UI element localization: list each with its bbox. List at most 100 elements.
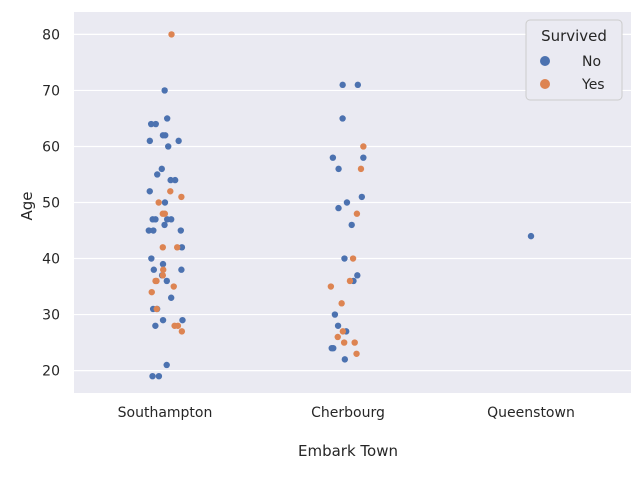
data-point-no: [339, 81, 346, 89]
data-point-no: [339, 115, 346, 122]
data-point-yes: [357, 165, 365, 173]
data-point-no: [179, 316, 186, 324]
data-point-no: [158, 165, 165, 173]
data-point-yes: [334, 333, 341, 341]
data-point-no: [146, 137, 154, 145]
data-point-no: [163, 361, 170, 369]
y-tick-labels: 20 30 40 50 60 70 80: [42, 27, 60, 379]
data-point-yes: [173, 244, 181, 251]
data-point-yes: [170, 283, 177, 290]
data-point-yes: [327, 283, 335, 290]
legend-label-yes: Yes: [581, 77, 605, 93]
data-point-yes: [353, 210, 361, 217]
data-point-no: [150, 266, 158, 273]
data-point-no: [335, 165, 342, 173]
legend-marker-yes: [540, 79, 550, 89]
data-point-no: [334, 322, 342, 329]
data-point-no: [329, 154, 337, 161]
data-point-no: [163, 277, 171, 285]
data-point-no: [155, 372, 163, 380]
data-point-yes: [159, 272, 167, 279]
legend-box: [525, 19, 623, 101]
data-point-no: [167, 294, 175, 301]
data-point-yes: [168, 31, 175, 38]
data-point-no: [331, 311, 339, 318]
data-point-yes: [338, 300, 345, 307]
legend-marker-no: [540, 56, 550, 66]
data-point-no: [348, 221, 355, 229]
data-point-no: [354, 81, 362, 89]
data-point-yes: [339, 328, 347, 335]
data-point-no: [159, 260, 167, 268]
data-point-no: [171, 176, 179, 184]
data-point-no: [165, 143, 172, 150]
data-point-no: [149, 216, 156, 223]
data-point-yes: [178, 193, 185, 201]
y-axis-label: Age: [18, 191, 36, 220]
data-point-no: [152, 120, 159, 128]
data-point-yes: [346, 277, 354, 285]
y-tick-label: 60: [42, 139, 60, 155]
data-point-no: [341, 255, 348, 262]
data-point-no: [527, 232, 535, 240]
y-tick-label: 40: [42, 252, 60, 268]
data-point-no: [358, 193, 366, 201]
x-axis-label: Embark Town: [298, 442, 398, 460]
y-tick-label: 70: [42, 83, 60, 99]
data-point-no: [149, 372, 156, 380]
data-points: [145, 31, 535, 380]
data-point-no: [145, 227, 153, 234]
data-point-no: [163, 216, 171, 223]
data-point-no: [161, 221, 168, 229]
data-point-no: [150, 227, 157, 234]
data-point-no: [328, 344, 335, 352]
x-tick-label: Queenstown: [487, 405, 575, 421]
y-tick-label: 30: [42, 308, 60, 324]
data-point-no: [148, 255, 155, 262]
data-point-no: [152, 322, 159, 329]
data-point-no: [360, 154, 367, 161]
data-point-no: [343, 199, 351, 206]
data-point-yes: [178, 328, 186, 335]
data-point-no: [162, 132, 169, 139]
data-point-yes: [349, 255, 357, 262]
data-point-no: [154, 171, 161, 178]
data-point-no: [167, 176, 174, 184]
x-tick-label: Cherbourg: [311, 405, 385, 421]
data-point-no: [161, 199, 169, 206]
data-point-no: [177, 227, 185, 234]
data-point-no: [341, 356, 349, 363]
data-point-yes: [360, 143, 367, 150]
legend: Survived No Yes: [525, 19, 623, 101]
data-point-yes: [353, 350, 360, 357]
data-point-no: [163, 115, 171, 122]
data-point-no: [178, 266, 185, 273]
data-point-yes: [160, 266, 167, 273]
legend-label-no: No: [582, 54, 601, 70]
data-point-no: [147, 120, 155, 128]
data-point-no: [159, 316, 167, 324]
data-point-yes: [153, 305, 160, 313]
data-point-yes: [174, 322, 182, 329]
data-point-yes: [167, 188, 174, 195]
data-point-no: [354, 272, 361, 279]
data-point-yes: [340, 339, 348, 346]
data-point-yes: [161, 210, 169, 217]
x-tick-labels: Southampton Cherbourg Queenstown: [118, 405, 575, 421]
data-point-yes: [152, 277, 159, 285]
y-tick-label: 50: [42, 196, 60, 212]
y-tick-label: 80: [42, 27, 60, 43]
data-point-yes: [155, 199, 162, 206]
data-point-yes: [159, 244, 166, 251]
data-point-no: [146, 188, 153, 195]
data-point-no: [175, 137, 182, 145]
data-point-no: [178, 244, 186, 251]
data-point-yes: [148, 288, 155, 296]
legend-title: Survived: [541, 27, 607, 45]
data-point-no: [161, 87, 168, 94]
data-point-no: [335, 204, 342, 212]
x-tick-label: Southampton: [118, 405, 213, 421]
y-tick-label: 20: [42, 364, 60, 380]
data-point-yes: [351, 339, 358, 346]
